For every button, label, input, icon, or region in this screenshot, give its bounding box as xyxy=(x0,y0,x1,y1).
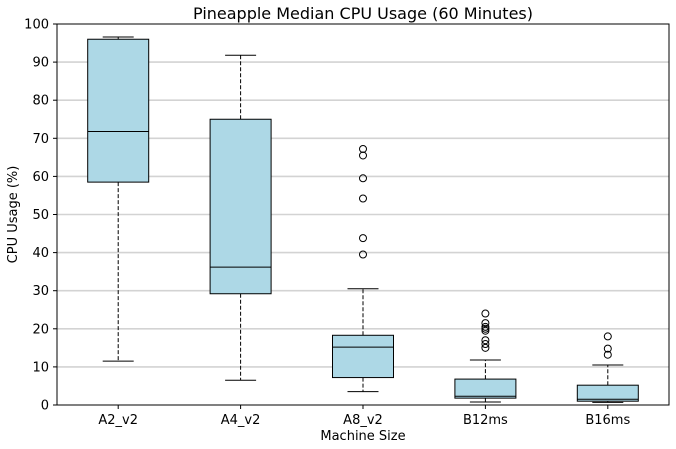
outlier-point xyxy=(603,332,612,341)
y-axis-label: CPU Usage (%) xyxy=(6,166,21,264)
box-group xyxy=(332,144,394,393)
outlier-point xyxy=(359,144,367,153)
chart-title: Pineapple Median CPU Usage (60 Minutes) xyxy=(193,4,533,23)
box-group xyxy=(209,54,272,381)
x-tick-label: A8_v2 xyxy=(343,413,383,428)
outlier-point xyxy=(359,151,367,160)
y-tick-label: 50 xyxy=(32,208,49,223)
outlier-point xyxy=(359,194,367,203)
outlier-point xyxy=(481,340,490,349)
x-tick-label: A4_v2 xyxy=(221,413,261,428)
y-tick-label: 100 xyxy=(24,18,49,33)
y-ticks: 0 10 20 30 40 50 60 70 80 90 100 xyxy=(24,18,57,414)
box-iqr xyxy=(576,384,639,402)
outlier-point xyxy=(603,350,612,359)
outlier-point xyxy=(481,322,490,331)
outlier-point xyxy=(359,234,367,243)
y-tick-label: 30 xyxy=(32,284,49,299)
x-tick-label: B16ms xyxy=(585,413,630,428)
outlier-point xyxy=(481,343,490,352)
y-tick-label: 70 xyxy=(32,132,49,147)
y-tick-label: 60 xyxy=(32,170,49,185)
y-tick-label: 10 xyxy=(32,360,49,375)
box-iqr xyxy=(332,334,394,379)
y-tick-label: 0 xyxy=(41,399,49,414)
outlier-point xyxy=(359,174,367,183)
y-tick-label: 20 xyxy=(32,322,49,337)
box-group xyxy=(454,309,517,403)
grid-lines xyxy=(57,61,669,368)
x-tick-label: A2_v2 xyxy=(98,413,138,428)
box-iqr xyxy=(454,378,517,399)
x-ticks: A2_v2 A4_v2 A8_v2 B12ms B16ms xyxy=(98,405,630,428)
box-iqr xyxy=(209,118,272,295)
x-tick-label: B12ms xyxy=(463,413,508,428)
y-tick-label: 80 xyxy=(32,94,49,109)
x-axis-label: Machine Size xyxy=(320,429,405,444)
outlier-point xyxy=(481,309,490,318)
boxes xyxy=(87,36,639,403)
outlier-point xyxy=(603,344,612,353)
y-tick-label: 40 xyxy=(32,246,49,261)
y-tick-label: 90 xyxy=(32,56,49,71)
outlier-point xyxy=(481,319,490,328)
outlier-point xyxy=(481,336,490,345)
box-iqr xyxy=(87,38,150,183)
box-group xyxy=(87,36,150,362)
outlier-point xyxy=(359,250,367,259)
box-group xyxy=(576,332,639,403)
